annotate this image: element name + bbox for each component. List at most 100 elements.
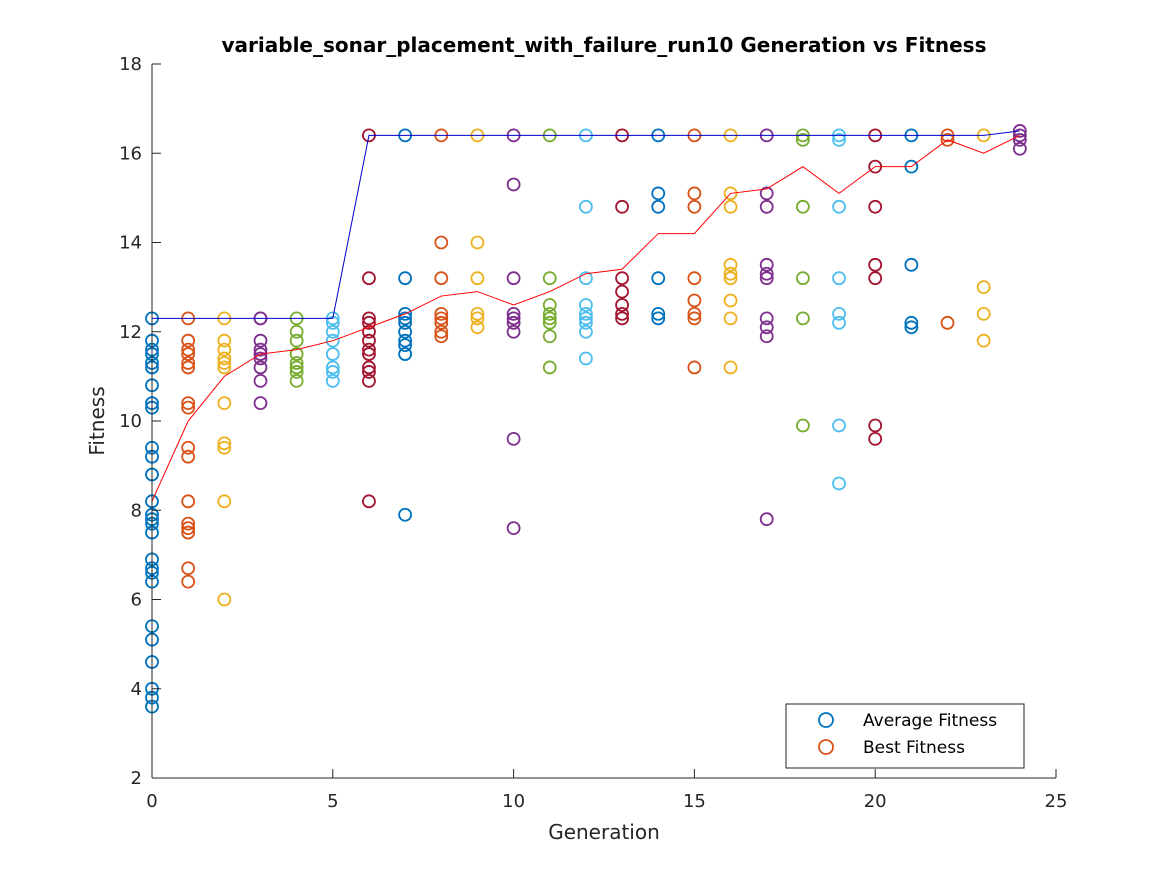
- data-point: [434, 315, 449, 330]
- data-point: [181, 449, 196, 464]
- data-point: [579, 306, 593, 321]
- data-point: [362, 333, 376, 348]
- data-point: [434, 271, 449, 286]
- data-point: [181, 521, 196, 535]
- data-point: [289, 356, 304, 370]
- data-point: [759, 186, 774, 201]
- data-point: [832, 476, 846, 491]
- data-point: [579, 298, 593, 312]
- data-point: [1012, 141, 1027, 156]
- data-point: [362, 271, 376, 286]
- data-point: [542, 271, 557, 286]
- data-point: [506, 521, 521, 535]
- data-point: [759, 271, 774, 286]
- data-point: [181, 396, 196, 411]
- data-point: [181, 574, 196, 589]
- data-point: [723, 257, 738, 272]
- data-point: [759, 512, 774, 527]
- data-point: [325, 347, 340, 361]
- data-point: [217, 356, 232, 370]
- data-point: [904, 315, 919, 330]
- data-point: [579, 324, 593, 339]
- data-point: [181, 342, 196, 357]
- data-point: [723, 311, 738, 326]
- data-point: [325, 360, 340, 375]
- data-point: [325, 333, 340, 348]
- data-point: [615, 271, 629, 286]
- data-point: [542, 311, 557, 326]
- data-point: [217, 342, 232, 357]
- data-point: [253, 351, 268, 366]
- x-tick-label: 0: [146, 791, 157, 812]
- data-point: [253, 396, 268, 411]
- legend-label-average: Average Fitness: [863, 711, 997, 731]
- data-point: [470, 320, 485, 335]
- data-point: [398, 306, 413, 321]
- x-axis-label: Generation: [548, 820, 660, 844]
- data-point: [398, 311, 413, 326]
- data-point: [181, 356, 196, 370]
- data-point: [687, 360, 702, 375]
- data-point: [434, 235, 449, 250]
- data-point: [832, 199, 846, 214]
- data-point: [217, 440, 232, 455]
- data-point: [362, 373, 376, 388]
- data-point: [759, 199, 774, 214]
- data-point: [217, 436, 232, 451]
- data-point: [976, 306, 991, 321]
- data-point: [723, 360, 738, 375]
- y-tick-label: 8: [131, 500, 142, 521]
- data-point: [759, 311, 774, 326]
- data-point: [687, 311, 702, 326]
- y-tick-label: 4: [131, 679, 142, 700]
- data-point: [579, 199, 593, 214]
- data-point: [795, 418, 810, 433]
- data-point: [904, 320, 919, 335]
- data-point: [1012, 132, 1027, 147]
- data-point: [759, 320, 774, 335]
- data-point: [506, 324, 521, 339]
- data-point: [181, 360, 196, 375]
- data-point: [181, 333, 196, 348]
- y-tick-label: 6: [131, 590, 142, 611]
- data-point: [687, 293, 702, 308]
- data-point: [181, 347, 196, 361]
- data-point: [470, 235, 485, 250]
- data-point: [181, 525, 196, 540]
- data-point: [470, 311, 485, 326]
- data-point: [940, 315, 955, 330]
- data-point: [217, 396, 232, 411]
- data-point: [289, 347, 304, 361]
- data-point: [542, 306, 557, 321]
- data-point: [832, 306, 846, 321]
- x-tick-label: 15: [683, 791, 706, 812]
- data-point: [579, 311, 593, 326]
- legend-label-best: Best Fitness: [863, 738, 965, 758]
- data-point: [362, 494, 376, 509]
- data-point: [398, 271, 413, 286]
- data-point: [217, 333, 232, 348]
- data-point: [723, 186, 738, 201]
- data-point: [651, 186, 666, 201]
- data-point: [398, 507, 413, 522]
- data-point: [615, 311, 629, 326]
- y-tick-label: 14: [119, 233, 142, 254]
- data-point: [940, 132, 955, 147]
- data-point: [615, 199, 629, 214]
- data-point: [325, 365, 340, 379]
- data-point: [687, 306, 702, 321]
- data-point: [723, 271, 738, 286]
- data-point: [253, 333, 268, 348]
- data-point: [506, 315, 521, 330]
- data-point: [1012, 124, 1027, 138]
- y-tick-label: 2: [131, 768, 142, 789]
- data-point: [217, 592, 232, 607]
- average-fitness-line: [151, 134, 1021, 502]
- legend-box: [785, 703, 1025, 769]
- data-point: [542, 315, 557, 330]
- data-point: [253, 347, 268, 361]
- data-point: [579, 271, 593, 286]
- data-point: [795, 132, 810, 147]
- data-point: [795, 311, 810, 326]
